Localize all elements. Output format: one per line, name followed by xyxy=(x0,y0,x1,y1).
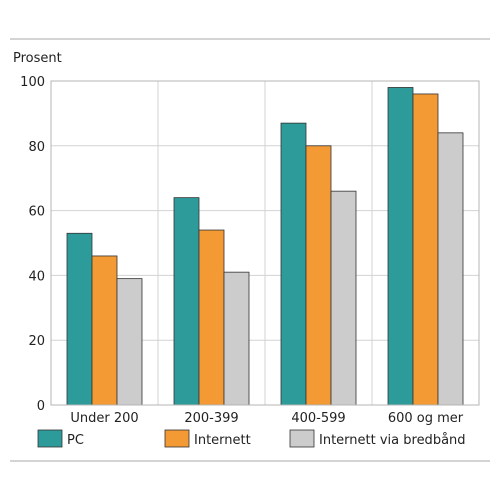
bar-pc-1 xyxy=(173,197,200,406)
bar-pc-2 xyxy=(280,122,307,406)
bar-pc-3 xyxy=(387,87,414,406)
x-tick-label: 400-599 xyxy=(291,411,345,426)
y-tick-label: 20 xyxy=(28,334,45,349)
bar-internett-via-bredb-nd-1 xyxy=(223,271,250,406)
y-axis-ticks: 0 20 40 60 80 100 xyxy=(20,75,45,414)
bar-internett-0 xyxy=(91,255,118,406)
legend-label: Internett via bredbånd xyxy=(319,433,466,448)
legend-swatch xyxy=(164,429,190,448)
x-tick-label: 200-399 xyxy=(184,411,238,426)
legend-swatch xyxy=(37,429,63,448)
bar-internett-2 xyxy=(305,145,332,406)
bar-internett-1 xyxy=(198,229,225,406)
bar-internett-via-bredb-nd-3 xyxy=(437,132,464,406)
legend-swatch xyxy=(289,429,315,448)
legend-label: Internett xyxy=(194,433,251,448)
y-tick-label: 100 xyxy=(20,75,45,90)
bar-pc-0 xyxy=(66,232,93,406)
bar-internett-3 xyxy=(412,93,439,406)
y-tick-label: 60 xyxy=(28,205,45,220)
y-axis-label: Prosent xyxy=(13,51,62,66)
legend-label: PC xyxy=(67,433,84,448)
bar-internett-via-bredb-nd-2 xyxy=(330,190,357,406)
bar-internett-via-bredb-nd-0 xyxy=(116,278,143,406)
x-tick-label: 600 og mer xyxy=(388,411,464,426)
x-tick-label: Under 200 xyxy=(70,411,138,426)
y-tick-label: 40 xyxy=(28,269,45,284)
legend: PC Internett Internett via bredbånd xyxy=(37,429,466,448)
bars xyxy=(66,87,464,406)
y-tick-label: 80 xyxy=(28,140,45,155)
x-axis-ticks: Under 200 200-399 400-599 600 og mer xyxy=(70,411,463,426)
plot-frame xyxy=(50,80,480,406)
y-tick-label: 0 xyxy=(37,399,45,414)
